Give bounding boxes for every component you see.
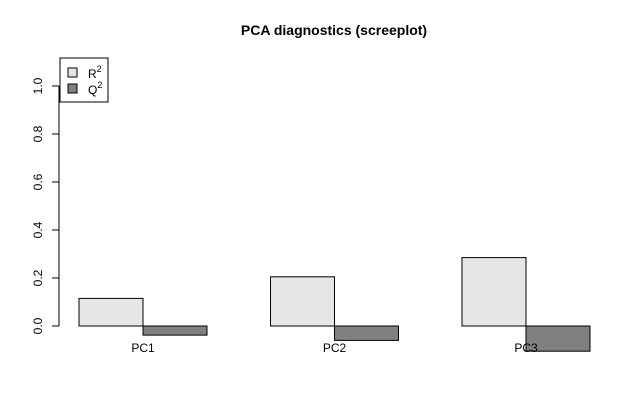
category-labels: PC1 PC2 PC3 xyxy=(131,341,538,355)
chart-title: PCA diagnostics (screeplot) xyxy=(241,22,427,38)
category-label-pc2: PC2 xyxy=(323,341,347,355)
category-label-pc3: PC3 xyxy=(514,341,538,355)
y-axis: 0.0 0.2 0.4 0.6 0.8 1.0 xyxy=(31,77,60,334)
bar-q2-pc1 xyxy=(142,325,208,336)
bar-q2-pc3 xyxy=(525,325,591,352)
bar-r2-pc2 xyxy=(270,276,335,327)
bar-q2-pc2 xyxy=(334,325,399,341)
legend-box xyxy=(59,57,109,103)
y-tick-label: 0.8 xyxy=(31,125,45,142)
y-tick-label: 0.4 xyxy=(31,221,45,238)
y-tick-label: 0.0 xyxy=(31,317,45,334)
y-tick-label: 0.6 xyxy=(31,173,45,190)
legend-label-r2: R2 xyxy=(88,64,102,81)
category-label-pc1: PC1 xyxy=(131,341,155,355)
y-tick-label: 1.0 xyxy=(31,77,45,94)
bars-group xyxy=(78,257,591,352)
legend-swatch-q2 xyxy=(67,83,78,94)
legend-swatch-r2 xyxy=(67,67,78,78)
y-tick-label: 0.2 xyxy=(31,269,45,286)
bar-r2-pc1 xyxy=(78,297,144,327)
legend-label-q2: Q2 xyxy=(88,80,102,97)
bar-r2-pc3 xyxy=(461,257,527,327)
